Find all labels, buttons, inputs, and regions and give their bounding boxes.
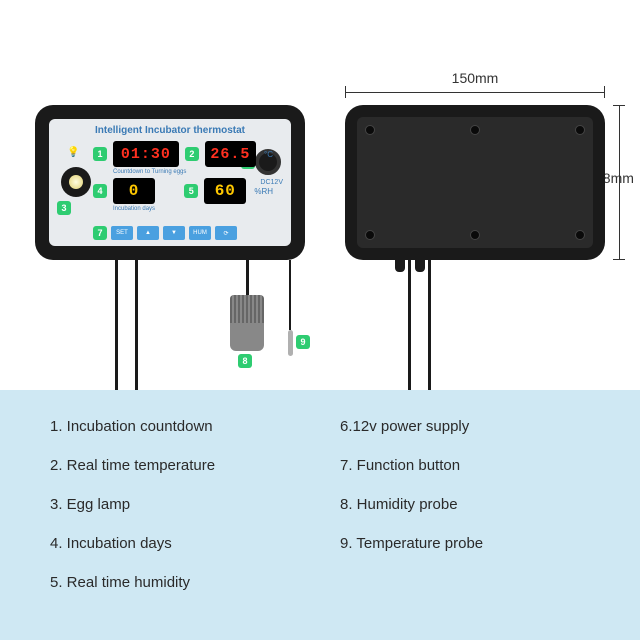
legend-item: 6.12v power supply — [340, 418, 590, 435]
legend-item: 4. Incubation days — [50, 535, 300, 552]
height-dim-line — [619, 105, 620, 260]
humidity-unit: %RH — [254, 187, 273, 196]
days-display: 0 — [113, 178, 155, 204]
screw — [365, 230, 375, 240]
screw — [365, 125, 375, 135]
marker-8: 8 — [238, 354, 252, 368]
legend-item: 7. Function button — [340, 457, 590, 474]
screw — [470, 230, 480, 240]
wire-humidity — [246, 260, 249, 296]
thermostat-back — [345, 105, 605, 260]
row-1: 1 01:30 2 26.5 °C — [93, 141, 273, 167]
wire-1 — [115, 260, 118, 390]
wire-2 — [135, 260, 138, 390]
marker-2: 2 — [185, 147, 199, 161]
marker-9: 9 — [296, 335, 310, 349]
countdown-display: 01:30 — [113, 141, 179, 167]
probe-grille — [230, 295, 264, 323]
marker-4: 4 — [93, 184, 107, 198]
screw — [470, 125, 480, 135]
temp-unit: °C — [264, 150, 273, 159]
back-panel — [357, 117, 593, 248]
bulb-icon: 💡 — [67, 147, 79, 158]
legend-panel: 1. Incubation countdown 2. Real time tem… — [0, 390, 640, 640]
legend-item: 5. Real time humidity — [50, 574, 300, 591]
marker-1: 1 — [93, 147, 107, 161]
row-2: 4 0 5 60 %RH — [93, 178, 273, 204]
lamp-glow — [69, 175, 83, 189]
legend-left-column: 1. Incubation countdown 2. Real time tem… — [50, 418, 300, 612]
legend-item: 3. Egg lamp — [50, 496, 300, 513]
temperature-probe — [288, 330, 293, 356]
wire-temp — [289, 260, 291, 330]
marker-7: 7 — [93, 226, 107, 240]
legend-item: 9. Temperature probe — [340, 535, 590, 552]
product-diagram-area: Intelligent Incubator thermostat 💡 3 6 D… — [0, 0, 640, 390]
legend-item: 1. Incubation countdown — [50, 418, 300, 435]
thermostat-front: Intelligent Incubator thermostat 💡 3 6 D… — [35, 105, 305, 260]
days-label: Incubation days — [113, 206, 273, 212]
display-area: 1 01:30 2 26.5 °C Countdown to Turning e… — [93, 141, 273, 215]
down-button[interactable]: ▼ — [163, 226, 185, 240]
marker-5: 5 — [184, 184, 198, 198]
screw — [575, 230, 585, 240]
back-slot — [415, 252, 425, 272]
humidity-display: 60 — [204, 178, 246, 204]
button-row: 7 SET ▲ ▼ HUM ⟳ — [93, 226, 237, 240]
up-button[interactable]: ▲ — [137, 226, 159, 240]
legend-right-column: 6.12v power supply 7. Function button 8.… — [340, 418, 590, 612]
countdown-label: Countdown to Turning eggs — [113, 169, 273, 175]
width-dim-line — [345, 92, 605, 93]
legend-item: 8. Humidity probe — [340, 496, 590, 513]
wire-back-2 — [428, 260, 431, 390]
back-slot — [395, 252, 405, 272]
width-dimension: 150mm — [345, 70, 605, 86]
temperature-display: 26.5 — [205, 141, 256, 167]
front-panel: Intelligent Incubator thermostat 💡 3 6 D… — [49, 119, 291, 246]
humidity-probe — [230, 295, 264, 351]
wire-back-1 — [408, 260, 411, 390]
screw — [575, 125, 585, 135]
hum-button[interactable]: HUM — [189, 226, 211, 240]
legend-item: 2. Real time temperature — [50, 457, 300, 474]
device-title: Intelligent Incubator thermostat — [59, 125, 281, 136]
egg-lamp — [61, 167, 91, 197]
marker-3: 3 — [57, 201, 71, 215]
set-button[interactable]: SET — [111, 226, 133, 240]
reset-button[interactable]: ⟳ — [215, 226, 237, 240]
